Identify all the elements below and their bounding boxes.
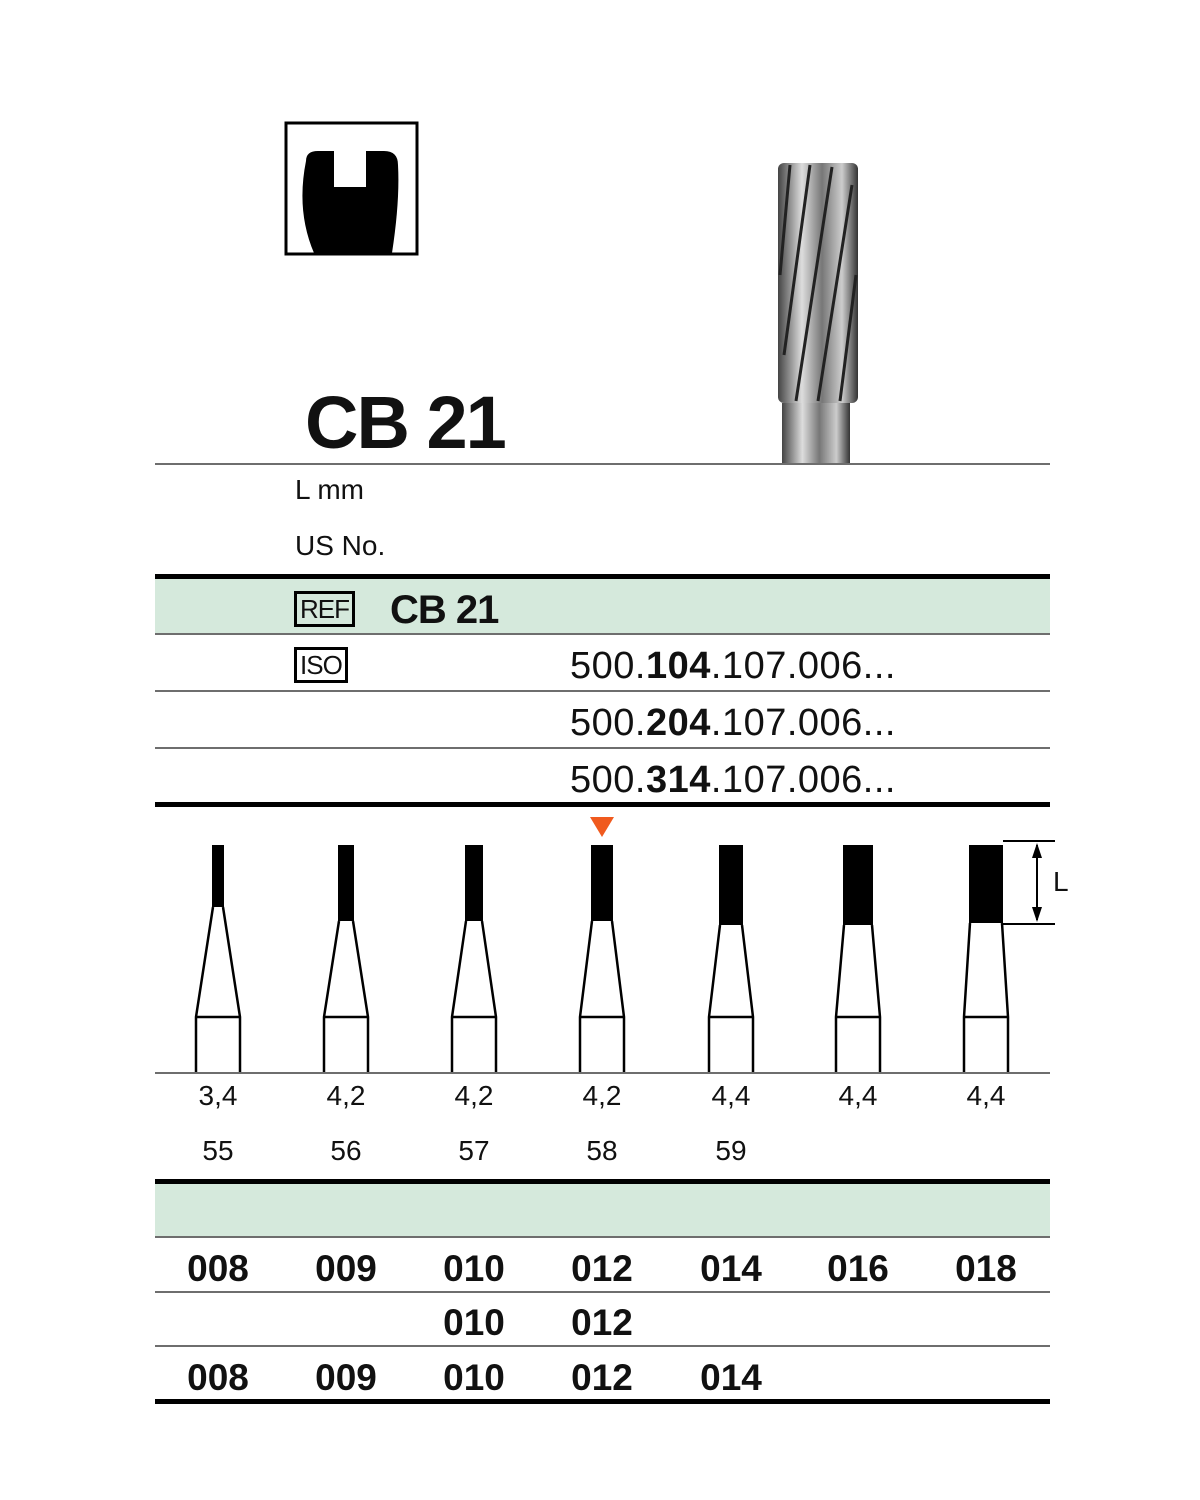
length-value: 3,4: [198, 1080, 238, 1111]
iso-code-part: .107.006...: [710, 702, 896, 744]
bur-head: [969, 845, 1003, 923]
divider: [155, 802, 1050, 807]
dimension-label: L: [1053, 866, 1069, 897]
iso-badge: ISO: [294, 647, 348, 683]
bur-head: [465, 845, 483, 921]
bur-head: [212, 845, 224, 907]
iso-code-part: 500.: [570, 645, 646, 687]
divider: [155, 747, 1050, 749]
bur-shank: [450, 920, 498, 1072]
divider: [155, 1179, 1050, 1184]
size-value: 014: [700, 1357, 762, 1398]
divider: [155, 1345, 1050, 1347]
ref-value: CB 21: [390, 588, 499, 632]
length-value: 4,2: [326, 1080, 366, 1111]
bur-size-drawings: [194, 817, 1055, 1072]
iso-code-part: 204: [645, 702, 711, 744]
size-value: 009: [315, 1248, 377, 1289]
ref-band: [155, 579, 1050, 634]
size-value: 008: [187, 1357, 249, 1398]
bur-shank: [194, 906, 242, 1072]
divider: [155, 1072, 1050, 1074]
length-value: 4,4: [711, 1080, 751, 1111]
length-value: 4,2: [582, 1080, 622, 1111]
bur-head: [591, 845, 613, 921]
size-value: 010: [443, 1357, 505, 1398]
size-value: 008: [187, 1248, 249, 1289]
iso-code: 500.204.107.006...: [570, 702, 896, 745]
length-value: 4,4: [838, 1080, 878, 1111]
size-value: 010: [443, 1302, 505, 1343]
iso-code-part: 314: [645, 759, 711, 801]
divider: [155, 463, 1050, 465]
divider: [155, 1291, 1050, 1293]
bur-head: [843, 845, 873, 925]
iso-code-part: 104: [645, 645, 711, 687]
size-band: [155, 1184, 1050, 1237]
bur-shank: [578, 920, 626, 1072]
bur-head: [719, 845, 743, 925]
us-no-value: 56: [330, 1135, 362, 1166]
divider: [155, 1236, 1050, 1238]
ref-badge: REF: [294, 591, 355, 627]
divider: [155, 1399, 1050, 1404]
us-no-value: 55: [202, 1135, 234, 1166]
size-value: 012: [571, 1248, 633, 1289]
length-value: 4,4: [966, 1080, 1006, 1111]
divider: [155, 690, 1050, 692]
us-no-value: 59: [715, 1135, 747, 1166]
iso-code-part: .107.006...: [710, 759, 896, 801]
triangle-down-marker-icon: [590, 817, 614, 837]
divider: [155, 574, 1050, 579]
size-value: 018: [955, 1248, 1017, 1289]
iso-code: 500.314.107.006...: [570, 759, 896, 802]
iso-code-part: .107.006...: [710, 645, 896, 687]
size-value: 012: [571, 1357, 633, 1398]
iso-code-part: 500.: [570, 759, 646, 801]
divider: [155, 633, 1050, 635]
crosscut-fissure-bur-photo: [778, 163, 858, 463]
dimension-line: [1003, 840, 1055, 925]
size-value: 016: [827, 1248, 889, 1289]
arrow-up-icon: [1032, 843, 1042, 858]
bur-shank: [962, 922, 1010, 1072]
bur-shank: [707, 924, 755, 1072]
us-no-value: 58: [586, 1135, 618, 1166]
size-value: 009: [315, 1357, 377, 1398]
length-value: 4,2: [454, 1080, 494, 1111]
size-value: 010: [443, 1248, 505, 1289]
size-value: 014: [700, 1248, 762, 1289]
bur-head: [338, 845, 354, 921]
bur-shank: [322, 920, 370, 1072]
us-no-label: US No.: [295, 530, 386, 561]
iso-code: 500.104.107.006...: [570, 645, 896, 688]
crosscut-cylinder-shape-icon: [284, 121, 419, 256]
bur-shank: [834, 924, 882, 1072]
length-label: L mm: [295, 474, 364, 505]
us-no-value: 57: [458, 1135, 490, 1166]
iso-code-part: 500.: [570, 702, 646, 744]
arrow-down-icon: [1032, 907, 1042, 922]
product-title: CB 21: [305, 381, 507, 464]
size-value: 012: [571, 1302, 633, 1343]
